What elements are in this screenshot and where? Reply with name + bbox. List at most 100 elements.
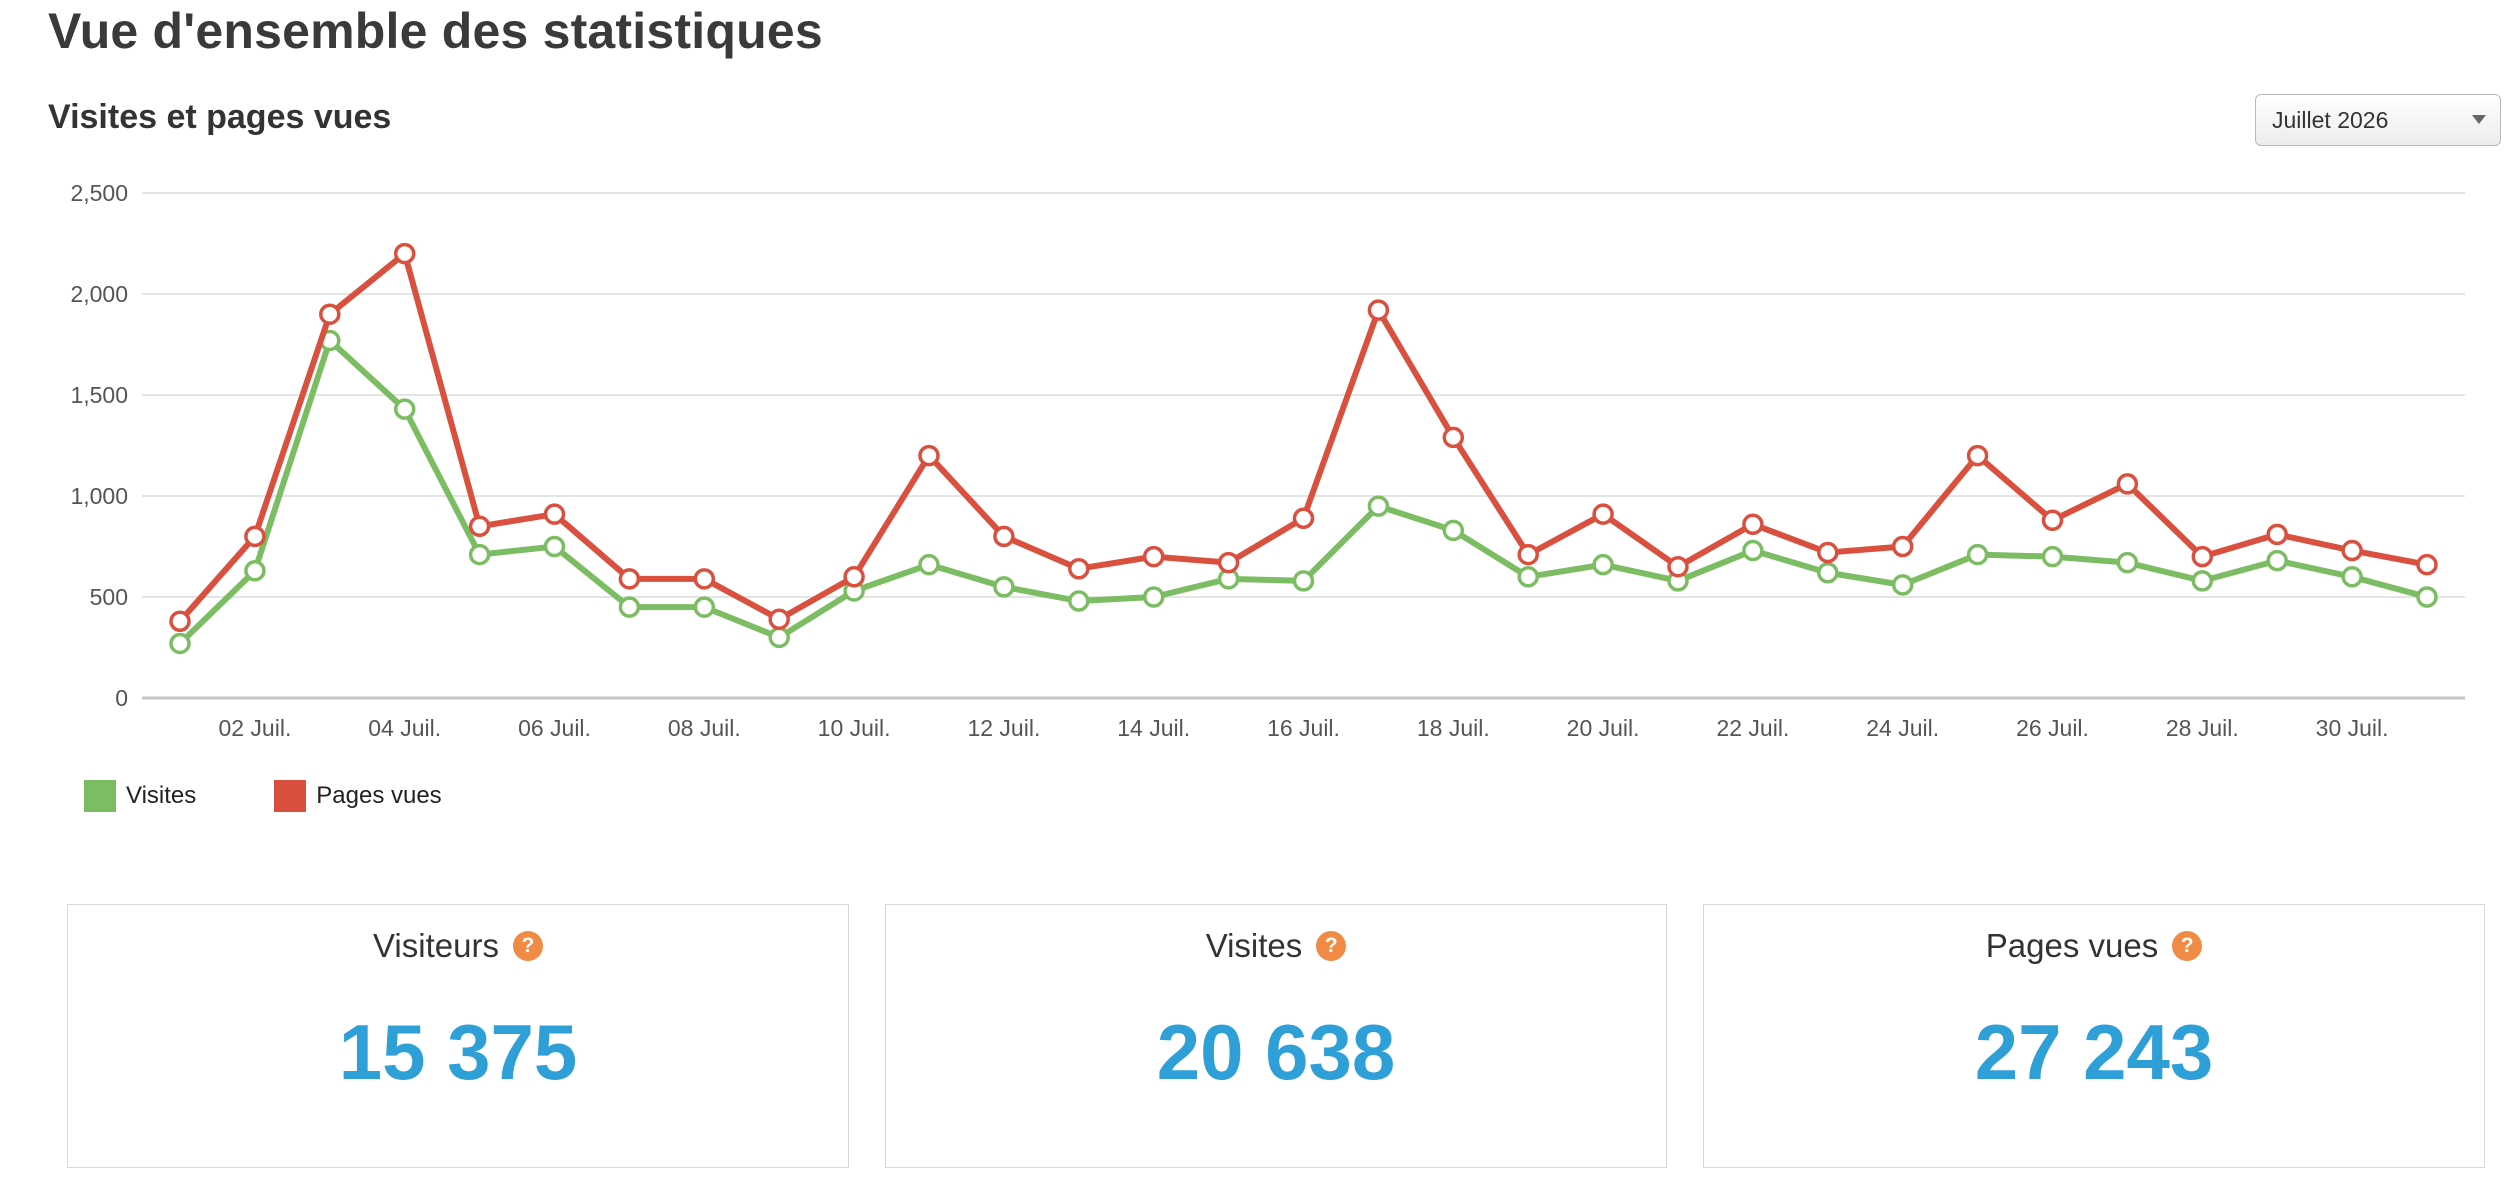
- data-point[interactable]: [768, 626, 790, 649]
- chart-series: [169, 242, 2438, 655]
- month-select[interactable]: Juillet 2026: [2255, 94, 2501, 146]
- data-point[interactable]: [1517, 566, 1539, 588]
- stat-card-header: Visiteurs ?: [68, 927, 848, 965]
- stat-card-header: Visites ?: [886, 927, 1666, 965]
- section-title: Visites et pages vues: [48, 98, 392, 136]
- data-point[interactable]: [1292, 570, 1315, 592]
- x-tick-label: 06 Juil.: [518, 715, 591, 741]
- data-point[interactable]: [1966, 543, 1989, 566]
- data-point[interactable]: [1966, 444, 1989, 467]
- data-point[interactable]: [993, 576, 1015, 598]
- data-point[interactable]: [1367, 299, 1390, 321]
- data-point[interactable]: [1142, 545, 1165, 568]
- data-point[interactable]: [2116, 551, 2139, 574]
- series-visites: [169, 329, 2438, 655]
- x-tick-label: 02 Juil.: [218, 715, 291, 741]
- y-tick-label: 2,000: [70, 281, 128, 307]
- legend-swatch-visites: [84, 780, 116, 812]
- data-point[interactable]: [319, 303, 341, 325]
- legend-item-visites[interactable]: Visites: [84, 780, 196, 812]
- data-point[interactable]: [1068, 590, 1090, 612]
- data-point[interactable]: [244, 525, 266, 548]
- stat-card-label: Pages vues: [1985, 927, 2159, 964]
- data-point[interactable]: [1592, 553, 1614, 576]
- data-point[interactable]: [1442, 519, 1465, 542]
- month-select-value: Juillet 2026: [2272, 106, 2389, 133]
- data-point[interactable]: [244, 559, 266, 582]
- question-icon[interactable]: ?: [512, 931, 543, 961]
- data-point[interactable]: [618, 568, 641, 590]
- data-point[interactable]: [1217, 551, 1240, 574]
- x-tick-label: 04 Juil.: [368, 715, 441, 741]
- data-point[interactable]: [918, 553, 940, 576]
- data-point[interactable]: [1891, 535, 1914, 558]
- data-point[interactable]: [393, 398, 416, 420]
- x-tick-label: 20 Juil.: [1567, 715, 1640, 741]
- stat-card-pages-vues: Pages vues ? 27 243: [1703, 904, 2485, 1168]
- stat-card-visites: Visites ? 20 638: [885, 904, 1667, 1168]
- data-point[interactable]: [1742, 513, 1764, 536]
- data-point[interactable]: [468, 543, 491, 566]
- data-point[interactable]: [1817, 541, 1839, 564]
- x-tick-label: 24 Juil.: [1866, 715, 1939, 741]
- data-point[interactable]: [1667, 555, 1689, 578]
- data-point[interactable]: [2266, 549, 2288, 572]
- data-point[interactable]: [169, 610, 191, 632]
- legend-label-visites: Visites: [126, 782, 197, 809]
- data-point[interactable]: [1891, 574, 1914, 596]
- question-icon[interactable]: ?: [1316, 931, 1347, 961]
- data-point[interactable]: [993, 525, 1015, 548]
- stat-card-header: Pages vues ?: [1704, 927, 2484, 965]
- stat-cards: Visiteurs ? 15 375 Visites ? 20 638 Page…: [67, 904, 2485, 1168]
- data-point[interactable]: [393, 242, 416, 265]
- data-point[interactable]: [1068, 557, 1090, 580]
- series-line: [177, 337, 2430, 647]
- data-point[interactable]: [1817, 562, 1839, 584]
- data-point[interactable]: [2191, 570, 2214, 592]
- x-tick-label: 30 Juil.: [2316, 715, 2389, 741]
- x-tick-label: 16 Juil.: [1267, 715, 1340, 741]
- data-point[interactable]: [2116, 473, 2139, 495]
- data-point[interactable]: [1142, 586, 1165, 608]
- stat-card-value: 20 638: [1156, 1008, 1396, 1096]
- series-pages-vues: [169, 242, 2438, 632]
- data-point[interactable]: [543, 535, 566, 558]
- data-point[interactable]: [2341, 566, 2363, 588]
- data-point[interactable]: [918, 444, 940, 467]
- data-point[interactable]: [693, 568, 716, 590]
- data-point[interactable]: [468, 515, 491, 538]
- x-tick-label: 22 Juil.: [1716, 715, 1789, 741]
- y-axis: 0 500 1,000 1,500 2,000 2,500: [70, 180, 128, 711]
- question-icon[interactable]: ?: [2172, 931, 2203, 961]
- data-point[interactable]: [1367, 495, 1390, 517]
- data-point[interactable]: [1292, 507, 1315, 529]
- data-point[interactable]: [1592, 503, 1614, 525]
- x-tick-label: 26 Juil.: [2016, 715, 2089, 741]
- data-point[interactable]: [169, 632, 191, 655]
- legend-item-pages-vues[interactable]: Pages vues: [274, 780, 442, 812]
- data-point[interactable]: [768, 608, 790, 630]
- chart-legend: Visites Pages vues: [84, 780, 520, 812]
- x-tick-label: 14 Juil.: [1117, 715, 1190, 741]
- x-tick-label: 08 Juil.: [668, 715, 741, 741]
- stat-card-label: Visites: [1205, 927, 1303, 964]
- data-point[interactable]: [693, 596, 716, 618]
- data-point[interactable]: [2416, 586, 2438, 608]
- data-point[interactable]: [2416, 553, 2438, 576]
- data-point[interactable]: [2341, 539, 2363, 562]
- caret-down-icon: [2472, 115, 2486, 124]
- x-tick-label: 18 Juil.: [1417, 715, 1490, 741]
- data-point[interactable]: [2041, 509, 2064, 531]
- data-point[interactable]: [618, 596, 641, 618]
- data-point[interactable]: [2191, 545, 2214, 568]
- stat-card-label: Visiteurs: [373, 927, 499, 964]
- data-point[interactable]: [2041, 545, 2064, 568]
- data-point[interactable]: [2266, 523, 2288, 546]
- y-tick-label: 500: [90, 584, 128, 610]
- data-point[interactable]: [843, 566, 865, 588]
- data-point[interactable]: [1442, 426, 1465, 449]
- x-tick-label: 12 Juil.: [967, 715, 1040, 741]
- data-point[interactable]: [1742, 539, 1764, 562]
- data-point[interactable]: [543, 503, 566, 525]
- data-point[interactable]: [1517, 543, 1539, 566]
